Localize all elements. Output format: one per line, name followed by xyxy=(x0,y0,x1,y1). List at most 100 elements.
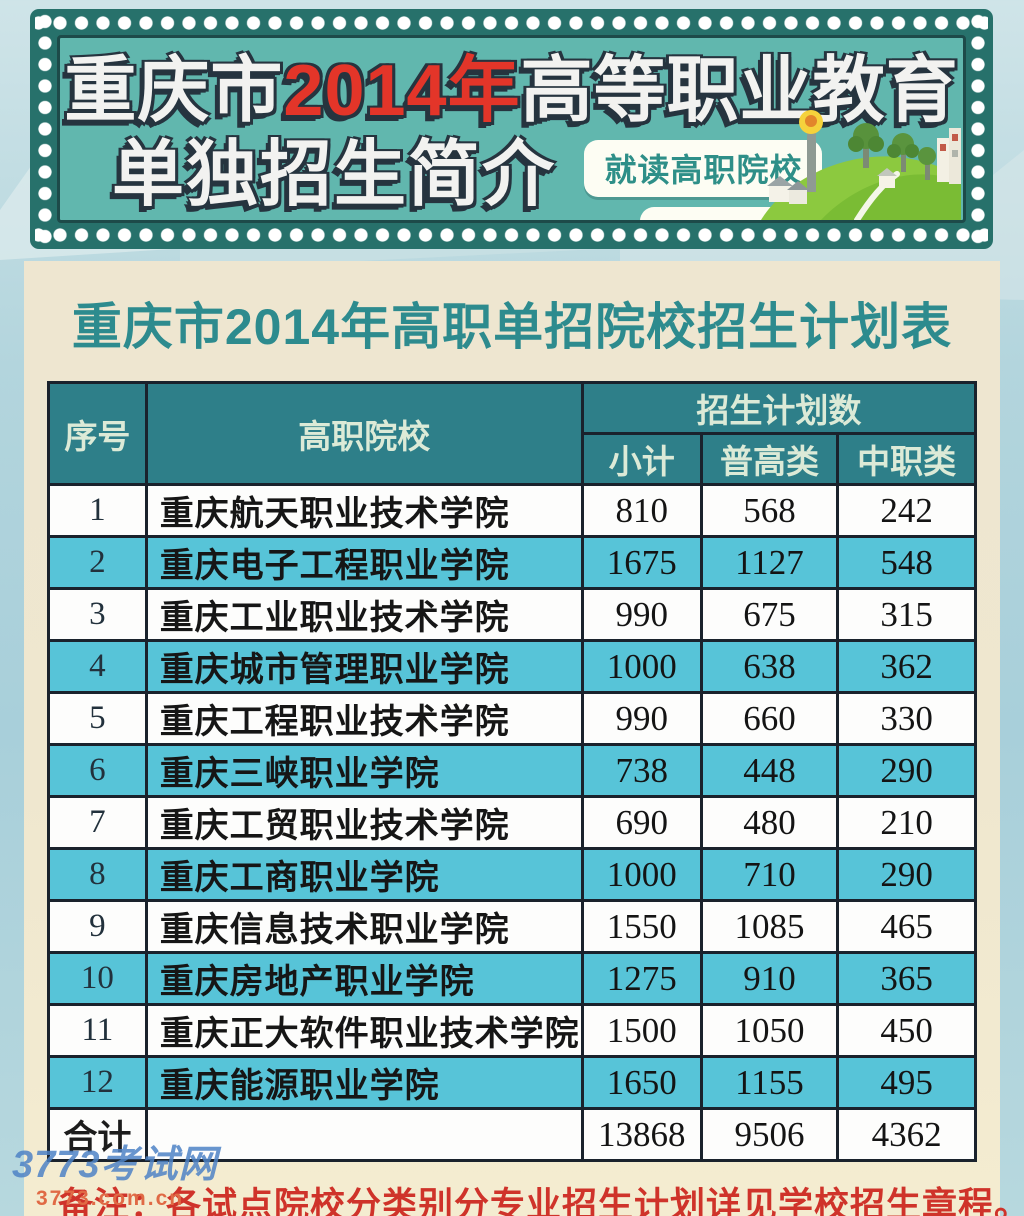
header-subtotal: 小计 xyxy=(580,432,703,486)
banner-subtitle: 单独招生简介 xyxy=(112,134,557,215)
general-value: 1085 xyxy=(699,899,840,954)
total-college-empty xyxy=(144,1107,584,1162)
college-name: 重庆正大软件职业技术学院 xyxy=(144,1003,584,1058)
dotted-border-top xyxy=(35,12,988,34)
banner-title-prefix: 重庆市 xyxy=(64,51,284,131)
secondary-value: 315 xyxy=(836,587,977,642)
watermark-site-url: 3773.com.cn xyxy=(36,1187,185,1210)
subtotal-value: 1650 xyxy=(580,1055,703,1110)
enrollment-plan-table: 序号 高职院校 招生计划数 小计 普高类 中职类 1 重庆航天职业技术学院 81… xyxy=(47,381,978,1162)
table-row: 3 重庆工业职业技术学院 990 675 315 xyxy=(47,587,977,642)
table-row: 9 重庆信息技术职业学院 1550 1085 465 xyxy=(47,899,977,954)
banner-title-line1: 重庆市2014年高等职业教育 xyxy=(60,51,963,131)
secondary-value: 242 xyxy=(836,483,977,538)
secondary-value: 290 xyxy=(836,743,977,798)
secondary-value: 548 xyxy=(836,535,977,590)
college-name: 重庆三峡职业学院 xyxy=(144,743,584,798)
watermark: 3773考试网 3773.com.cn xyxy=(12,1146,218,1209)
table-row: 2 重庆电子工程职业学院 1675 1127 548 xyxy=(47,535,977,590)
secondary-value: 495 xyxy=(836,1055,977,1110)
secondary-value: 210 xyxy=(836,795,977,850)
general-value: 1050 xyxy=(699,1003,840,1058)
general-value: 910 xyxy=(699,951,840,1006)
secondary-value: 290 xyxy=(836,847,977,902)
college-name: 重庆工业职业技术学院 xyxy=(144,587,584,642)
subtotal-value: 1500 xyxy=(580,1003,703,1058)
general-value: 660 xyxy=(699,691,840,746)
general-value: 480 xyxy=(699,795,840,850)
total-general: 9506 xyxy=(699,1107,840,1162)
college-name: 重庆电子工程职业学院 xyxy=(144,535,584,590)
row-index: 2 xyxy=(47,535,148,590)
general-value: 638 xyxy=(699,639,840,694)
row-index: 8 xyxy=(47,847,148,902)
college-name: 重庆房地产职业学院 xyxy=(144,951,584,1006)
table-row: 1 重庆航天职业技术学院 810 568 242 xyxy=(47,483,977,538)
table-row: 12 重庆能源职业学院 1650 1155 495 xyxy=(47,1055,977,1110)
banner-title-year: 2014年 xyxy=(283,51,521,131)
header-college: 高职院校 xyxy=(144,381,584,486)
watermark-site-name: 3773考试网 xyxy=(12,1144,218,1186)
subtotal-value: 810 xyxy=(580,483,703,538)
subtotal-value: 1675 xyxy=(580,535,703,590)
subtotal-value: 990 xyxy=(580,691,703,746)
row-index: 10 xyxy=(47,951,148,1006)
row-index: 5 xyxy=(47,691,148,746)
general-value: 675 xyxy=(699,587,840,642)
secondary-value: 365 xyxy=(836,951,977,1006)
row-index: 1 xyxy=(47,483,148,538)
row-index: 4 xyxy=(47,639,148,694)
subtotal-value: 1275 xyxy=(580,951,703,1006)
subtotal-value: 738 xyxy=(580,743,703,798)
college-name: 重庆工程职业技术学院 xyxy=(144,691,584,746)
header-index: 序号 xyxy=(47,381,148,486)
row-index: 12 xyxy=(47,1055,148,1110)
dotted-border-bottom xyxy=(35,224,988,246)
row-index: 3 xyxy=(47,587,148,642)
general-value: 448 xyxy=(699,743,840,798)
banner: 重庆市2014年高等职业教育 单独招生简介 就读高职院校 放飞成才梦想 xyxy=(30,9,993,249)
header-general: 普高类 xyxy=(699,432,840,486)
table-row: 6 重庆三峡职业学院 738 448 290 xyxy=(47,743,977,798)
header-secondary: 中职类 xyxy=(836,432,977,486)
subtotal-value: 690 xyxy=(580,795,703,850)
table-row: 7 重庆工贸职业技术学院 690 480 210 xyxy=(47,795,977,850)
dotted-border-left xyxy=(34,13,56,245)
secondary-value: 450 xyxy=(836,1003,977,1058)
secondary-value: 330 xyxy=(836,691,977,746)
college-name: 重庆工商职业学院 xyxy=(144,847,584,902)
dotted-border-right xyxy=(967,13,989,245)
row-index: 6 xyxy=(47,743,148,798)
general-value: 1155 xyxy=(699,1055,840,1110)
secondary-value: 465 xyxy=(836,899,977,954)
subtotal-value: 1000 xyxy=(580,639,703,694)
table-row: 10 重庆房地产职业学院 1275 910 365 xyxy=(47,951,977,1006)
row-index: 11 xyxy=(47,1003,148,1058)
footnote: 备注：各试点院校分类别分专业招生计划详见学校招生章程。 xyxy=(58,1186,1024,1216)
general-value: 568 xyxy=(699,483,840,538)
subtotal-value: 1000 xyxy=(580,847,703,902)
college-name: 重庆信息技术职业学院 xyxy=(144,899,584,954)
total-subtotal: 13868 xyxy=(580,1107,703,1162)
row-index: 7 xyxy=(47,795,148,850)
row-index: 9 xyxy=(47,899,148,954)
college-name: 重庆城市管理职业学院 xyxy=(144,639,584,694)
table-row: 11 重庆正大软件职业技术学院 1500 1050 450 xyxy=(47,1003,977,1058)
general-value: 710 xyxy=(699,847,840,902)
total-label: 合计 xyxy=(47,1107,148,1162)
banner-inner: 重庆市2014年高等职业教育 单独招生简介 就读高职院校 放飞成才梦想 xyxy=(57,35,966,223)
hill-illustration xyxy=(761,110,961,220)
banner-title-suffix: 高等职业教育 xyxy=(520,51,959,131)
subtotal-value: 1550 xyxy=(580,899,703,954)
secondary-value: 362 xyxy=(836,639,977,694)
header-plan-group: 招生计划数 xyxy=(580,381,978,435)
total-row: 合计 13868 9506 4362 xyxy=(47,1107,977,1162)
table-row: 5 重庆工程职业技术学院 990 660 330 xyxy=(47,691,977,746)
total-secondary: 4362 xyxy=(836,1107,977,1162)
college-name: 重庆航天职业技术学院 xyxy=(144,483,584,538)
content-panel: 重庆市2014年高职单招院校招生计划表 序号 高职院校 招生计划数 小计 普高类… xyxy=(24,261,1024,1216)
college-name: 重庆能源职业学院 xyxy=(144,1055,584,1110)
table-row: 4 重庆城市管理职业学院 1000 638 362 xyxy=(47,639,977,694)
table-title: 重庆市2014年高职单招院校招生计划表 xyxy=(71,299,953,355)
